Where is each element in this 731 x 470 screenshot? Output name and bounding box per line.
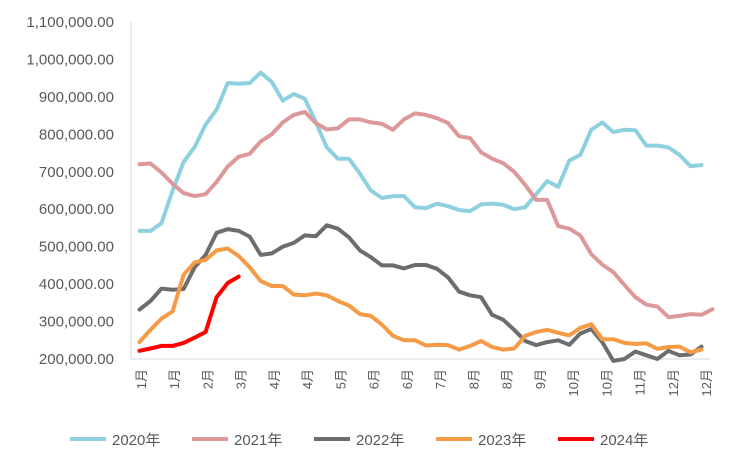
legend-label: 2024年 [600,432,648,449]
x-tick-label: 5月 [333,369,348,389]
y-tick-label: 200,000.00 [39,351,114,368]
y-tick-label: 600,000.00 [39,201,114,218]
legend-label: 2020年 [112,432,160,449]
x-tick-label: 2月 [200,369,215,389]
x-tick-label: 6月 [400,369,415,389]
x-tick-label: 12月 [666,369,681,396]
x-axis-tick-labels: 1月 1月 2月 3月 4月 4月 5月 6月 6月 7月 8月 8月 9月 10月 10月 11月 12月 12… [134,369,714,396]
series-line-2024年 [137,274,241,353]
y-axis-tick-labels: 200,000.00 300,000.00 400,000.00 500,000.00… [26,14,114,368]
y-tick-label: 1,100,000.00 [26,14,114,31]
y-tick-label: 500,000.00 [39,239,114,256]
series-line-2020年 [137,70,704,233]
y-tick-label: 800,000.00 [39,126,114,143]
x-tick-label: 1月 [134,369,149,389]
x-tick-label: 4月 [267,369,282,389]
y-tick-label: 700,000.00 [39,164,114,181]
series-line-2022年 [137,223,704,363]
legend-label: 2023年 [478,432,526,449]
x-tick-label: 12月 [699,369,714,396]
x-tick-label: 3月 [234,369,249,389]
x-tick-label: 4月 [300,369,315,389]
x-tick-label: 9月 [533,369,548,389]
y-tick-label: 400,000.00 [39,276,114,293]
legend: 2020年 2021年 2022年 2023年 2024年 [70,432,648,449]
legend-label: 2021年 [234,432,282,449]
x-tick-label: 10月 [566,369,581,396]
y-tick-label: 1,000,000.00 [26,51,114,68]
x-tick-label: 8月 [466,369,481,389]
series-lines [137,70,715,363]
x-tick-label: 10月 [599,369,614,396]
x-tick-label: 1月 [167,369,182,389]
series-line-2023年 [137,246,704,355]
x-tick-label: 6月 [367,369,382,389]
x-tick-label: 11月 [633,369,648,396]
series-line-2021年 [137,109,715,320]
x-tick-label: 7月 [433,369,448,389]
y-tick-label: 300,000.00 [39,314,114,331]
legend-label: 2022年 [356,432,404,449]
y-tick-label: 900,000.00 [39,89,114,106]
x-tick-label: 8月 [500,369,515,389]
